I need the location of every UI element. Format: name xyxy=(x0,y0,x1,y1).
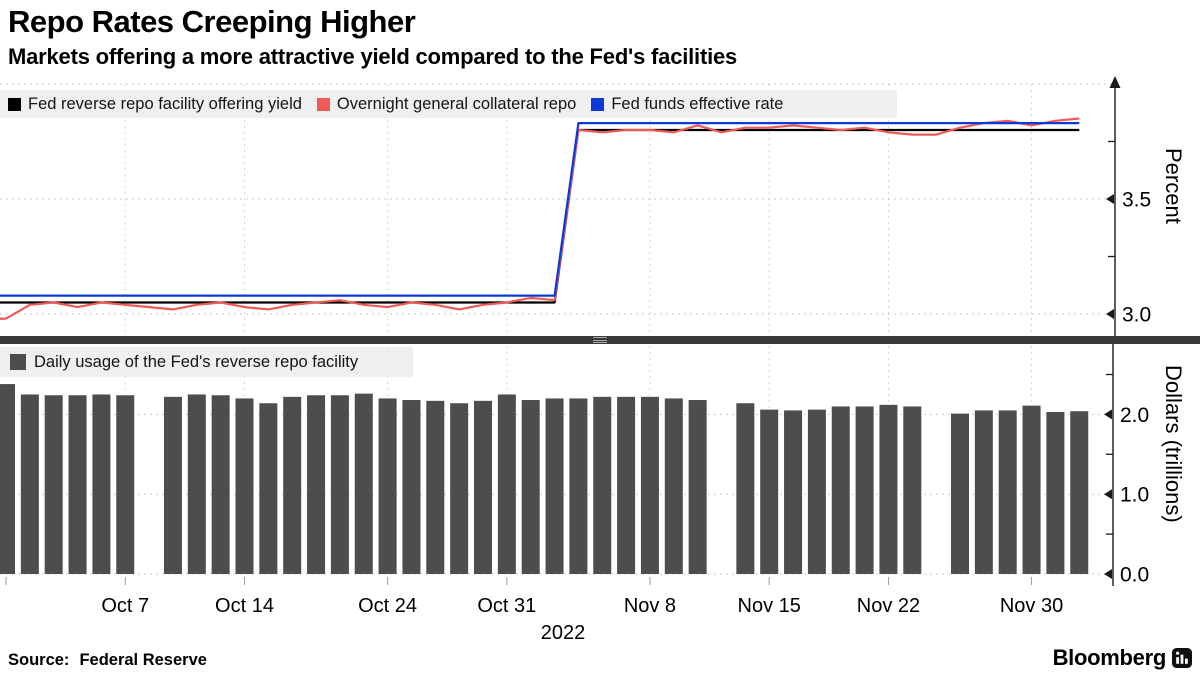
svg-text:2.0: 2.0 xyxy=(1120,404,1149,427)
svg-text:Nov 30: Nov 30 xyxy=(1000,595,1063,617)
legend-label-fed-funds: Fed funds effective rate xyxy=(611,94,784,113)
bloomberg-logo: Bloomberg xyxy=(1053,645,1192,671)
bar-chart-legend: Daily usage of the Fed's reverse repo fa… xyxy=(0,347,413,377)
svg-text:Nov 22: Nov 22 xyxy=(857,595,920,617)
svg-text:Oct 24: Oct 24 xyxy=(358,595,417,617)
svg-text:3.0: 3.0 xyxy=(1122,304,1151,327)
legend-swatch-black xyxy=(8,97,21,111)
panel-separator xyxy=(0,336,1200,344)
svg-text:2022: 2022 xyxy=(541,622,586,644)
legend-label-rrp-usage: Daily usage of the Fed's reverse repo fa… xyxy=(34,352,359,371)
legend-item-rrp-yield: Fed reverse repo facility offering yield xyxy=(8,95,302,114)
svg-text:1.0: 1.0 xyxy=(1120,484,1149,507)
svg-text:Oct 14: Oct 14 xyxy=(215,595,274,617)
line-chart-legend: Fed reverse repo facility offering yield… xyxy=(0,90,897,118)
svg-text:Oct 31: Oct 31 xyxy=(477,595,536,617)
legend-swatch-blue xyxy=(591,97,605,111)
svg-text:Nov 15: Nov 15 xyxy=(738,595,801,617)
svg-text:Nov 8: Nov 8 xyxy=(624,595,676,617)
legend-swatch-red xyxy=(316,97,330,111)
page-title: Repo Rates Creeping Higher xyxy=(8,4,416,39)
legend-swatch-gray xyxy=(10,354,26,370)
bloomberg-wordmark: Bloomberg xyxy=(1052,645,1167,670)
legend-item-rrp-usage: Daily usage of the Fed's reverse repo fa… xyxy=(10,353,358,372)
y-axis-label-percent: Percent xyxy=(1161,148,1186,224)
legend-item-gc-repo: Overnight general collateral repo xyxy=(316,94,577,114)
separator-drag-handle[interactable] xyxy=(593,337,607,343)
legend-label-gc-repo: Overnight general collateral repo xyxy=(336,94,577,113)
page-subtitle: Markets offering a more attractive yield… xyxy=(8,44,738,69)
y-axis-label-dollars: Dollars (trillions) xyxy=(1161,365,1186,523)
legend-label-rrp-yield: Fed reverse repo facility offering yield xyxy=(28,94,302,113)
svg-text:3.5: 3.5 xyxy=(1122,189,1151,212)
source-line: Source: Federal Reserve xyxy=(8,651,207,670)
source-label: Source: xyxy=(8,651,70,669)
bloomberg-chart-icon xyxy=(1172,648,1192,668)
source-value: Federal Reserve xyxy=(79,651,207,669)
svg-text:Oct 7: Oct 7 xyxy=(101,595,149,617)
legend-item-fed-funds: Fed funds effective rate xyxy=(591,95,783,114)
svg-text:0.0: 0.0 xyxy=(1120,564,1149,587)
